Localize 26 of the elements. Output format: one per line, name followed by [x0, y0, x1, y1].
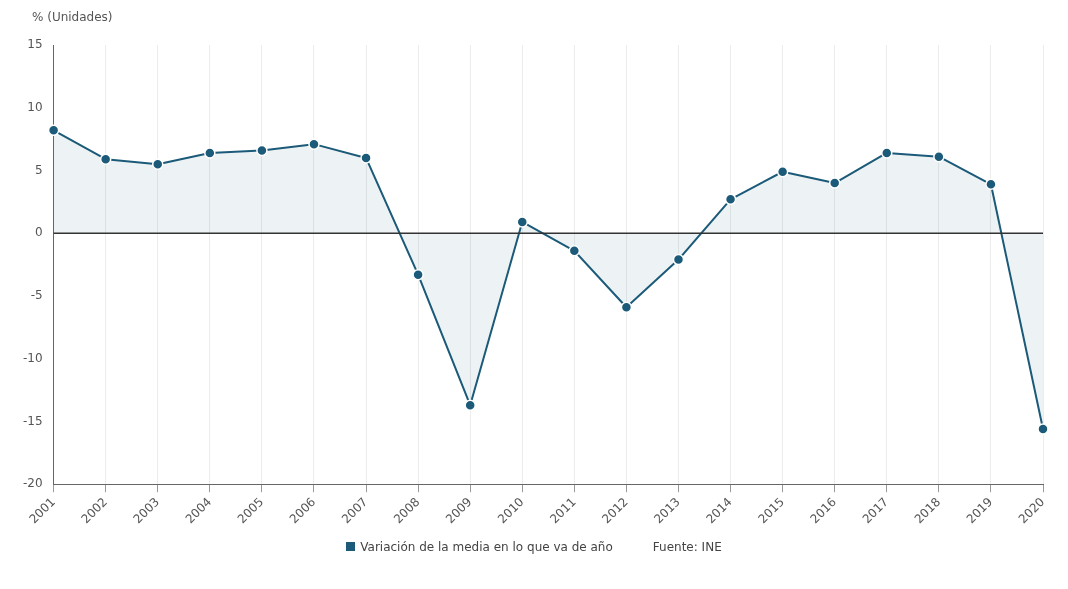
source-note: Fuente: INE — [652, 540, 722, 554]
y-tick-label: -10 — [22, 350, 43, 365]
point — [776, 166, 789, 178]
point — [308, 138, 320, 150]
point — [360, 152, 372, 164]
y-tick-label: 0 — [34, 225, 43, 240]
y-tick-label: 15 — [27, 37, 43, 52]
point — [204, 147, 216, 159]
point — [1037, 423, 1049, 435]
y-axis-title: % (Unidades) — [32, 10, 113, 24]
y-tick-label: -20 — [22, 476, 43, 491]
y-tick-label: 10 — [27, 99, 43, 114]
y-tick-label: -15 — [22, 413, 43, 428]
point — [828, 177, 841, 189]
point — [985, 178, 997, 191]
legend-label: Variación de la media en lo que va de año — [360, 540, 613, 554]
point — [620, 301, 633, 314]
point — [256, 144, 268, 157]
point — [933, 150, 945, 163]
y-tick-label: 5 — [34, 162, 43, 177]
point — [99, 153, 112, 165]
point — [412, 268, 424, 281]
y-tick-label: -5 — [30, 288, 43, 303]
point — [152, 158, 164, 170]
point — [881, 147, 893, 159]
point — [568, 245, 581, 257]
